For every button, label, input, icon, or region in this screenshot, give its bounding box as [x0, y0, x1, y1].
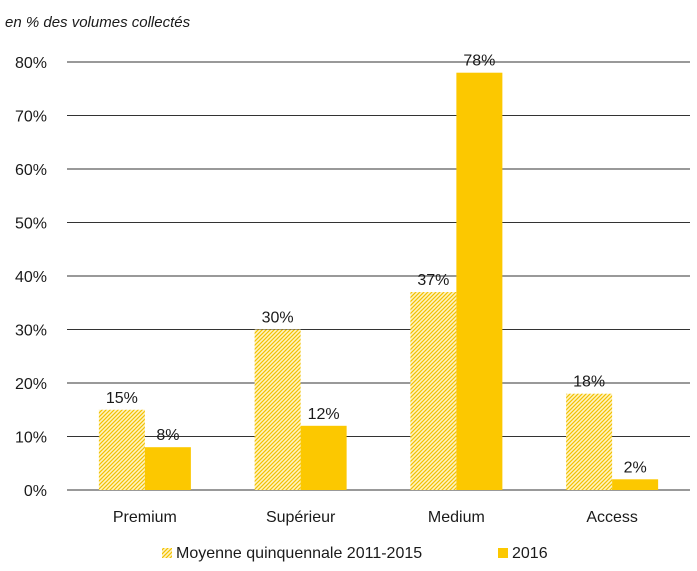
y-tick-label: 0% [24, 483, 47, 500]
category-label: Access [586, 509, 638, 526]
bar-2016 [456, 72, 503, 490]
y-tick-label: 60% [15, 162, 47, 179]
y-tick-label: 50% [15, 216, 47, 233]
bar-average [98, 409, 145, 490]
bar-2016 [300, 425, 347, 490]
y-tick-label: 20% [15, 376, 47, 393]
bars [98, 72, 659, 490]
y-tick-label: 80% [15, 55, 47, 72]
y-tick-label: 40% [15, 269, 47, 286]
bar-average [566, 393, 613, 490]
data-labels: 15% 8% 30% 12% 37% 78% 18% 2% [106, 53, 647, 477]
legend-swatch-2016 [498, 548, 508, 558]
legend: Moyenne quinquennale 2011-2015 2016 [162, 545, 548, 562]
y-tick-label: 70% [15, 109, 47, 126]
bar-average [254, 329, 301, 490]
legend-label-2016: 2016 [512, 545, 548, 562]
category-label: Supérieur [266, 509, 336, 526]
bar-2016 [144, 447, 191, 490]
category-labels: Premium Supérieur Medium Access [113, 509, 638, 526]
y-tick-label: 10% [15, 430, 47, 447]
data-label: 2% [624, 459, 647, 476]
y-axis-ticks: 0% 10% 20% 30% 40% 50% 60% 70% 80% [15, 55, 47, 500]
legend-label-average: Moyenne quinquennale 2011-2015 [176, 545, 422, 562]
chart-subtitle: en % des volumes collectés [5, 14, 191, 31]
bar-2016 [612, 479, 659, 490]
gridlines [67, 61, 690, 491]
category-label: Premium [113, 509, 177, 526]
data-label: 8% [156, 427, 179, 444]
legend-swatch-average [162, 548, 172, 558]
data-label: 18% [573, 374, 605, 391]
y-tick-label: 30% [15, 323, 47, 340]
category-label: Medium [428, 509, 485, 526]
data-label: 78% [463, 53, 495, 70]
data-label: 12% [308, 406, 340, 423]
data-label: 37% [417, 272, 449, 289]
data-label: 15% [106, 390, 138, 407]
data-label: 30% [262, 310, 294, 327]
bar-average [410, 292, 457, 490]
